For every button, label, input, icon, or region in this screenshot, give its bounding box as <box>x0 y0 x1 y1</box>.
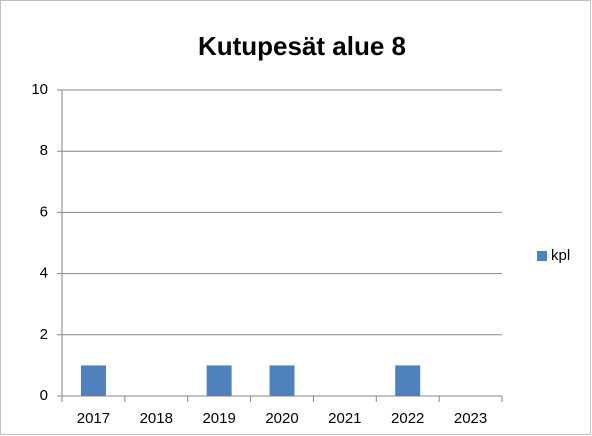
x-tick-label: 2019 <box>202 410 235 427</box>
y-tick-label: 8 <box>40 142 48 159</box>
y-tick-label: 4 <box>40 265 48 282</box>
bar <box>80 365 106 396</box>
y-tick-label: 0 <box>40 387 48 404</box>
legend-swatch <box>537 251 547 261</box>
y-tick-label: 6 <box>40 203 48 220</box>
y-tick-label: 10 <box>31 81 48 98</box>
y-tick-label: 2 <box>40 326 48 343</box>
chart-title: Kutupesät alue 8 <box>198 31 406 61</box>
x-tick-label: 2023 <box>454 410 487 427</box>
legend-label: kpl <box>551 247 570 264</box>
x-tick-label: 2018 <box>140 410 173 427</box>
bar <box>395 365 421 396</box>
x-tick-label: 2021 <box>328 410 361 427</box>
x-tick-label: 2017 <box>77 410 110 427</box>
x-tick-label: 2020 <box>265 410 298 427</box>
bar <box>269 365 295 396</box>
bar <box>206 365 232 396</box>
x-tick-label: 2022 <box>391 410 424 427</box>
